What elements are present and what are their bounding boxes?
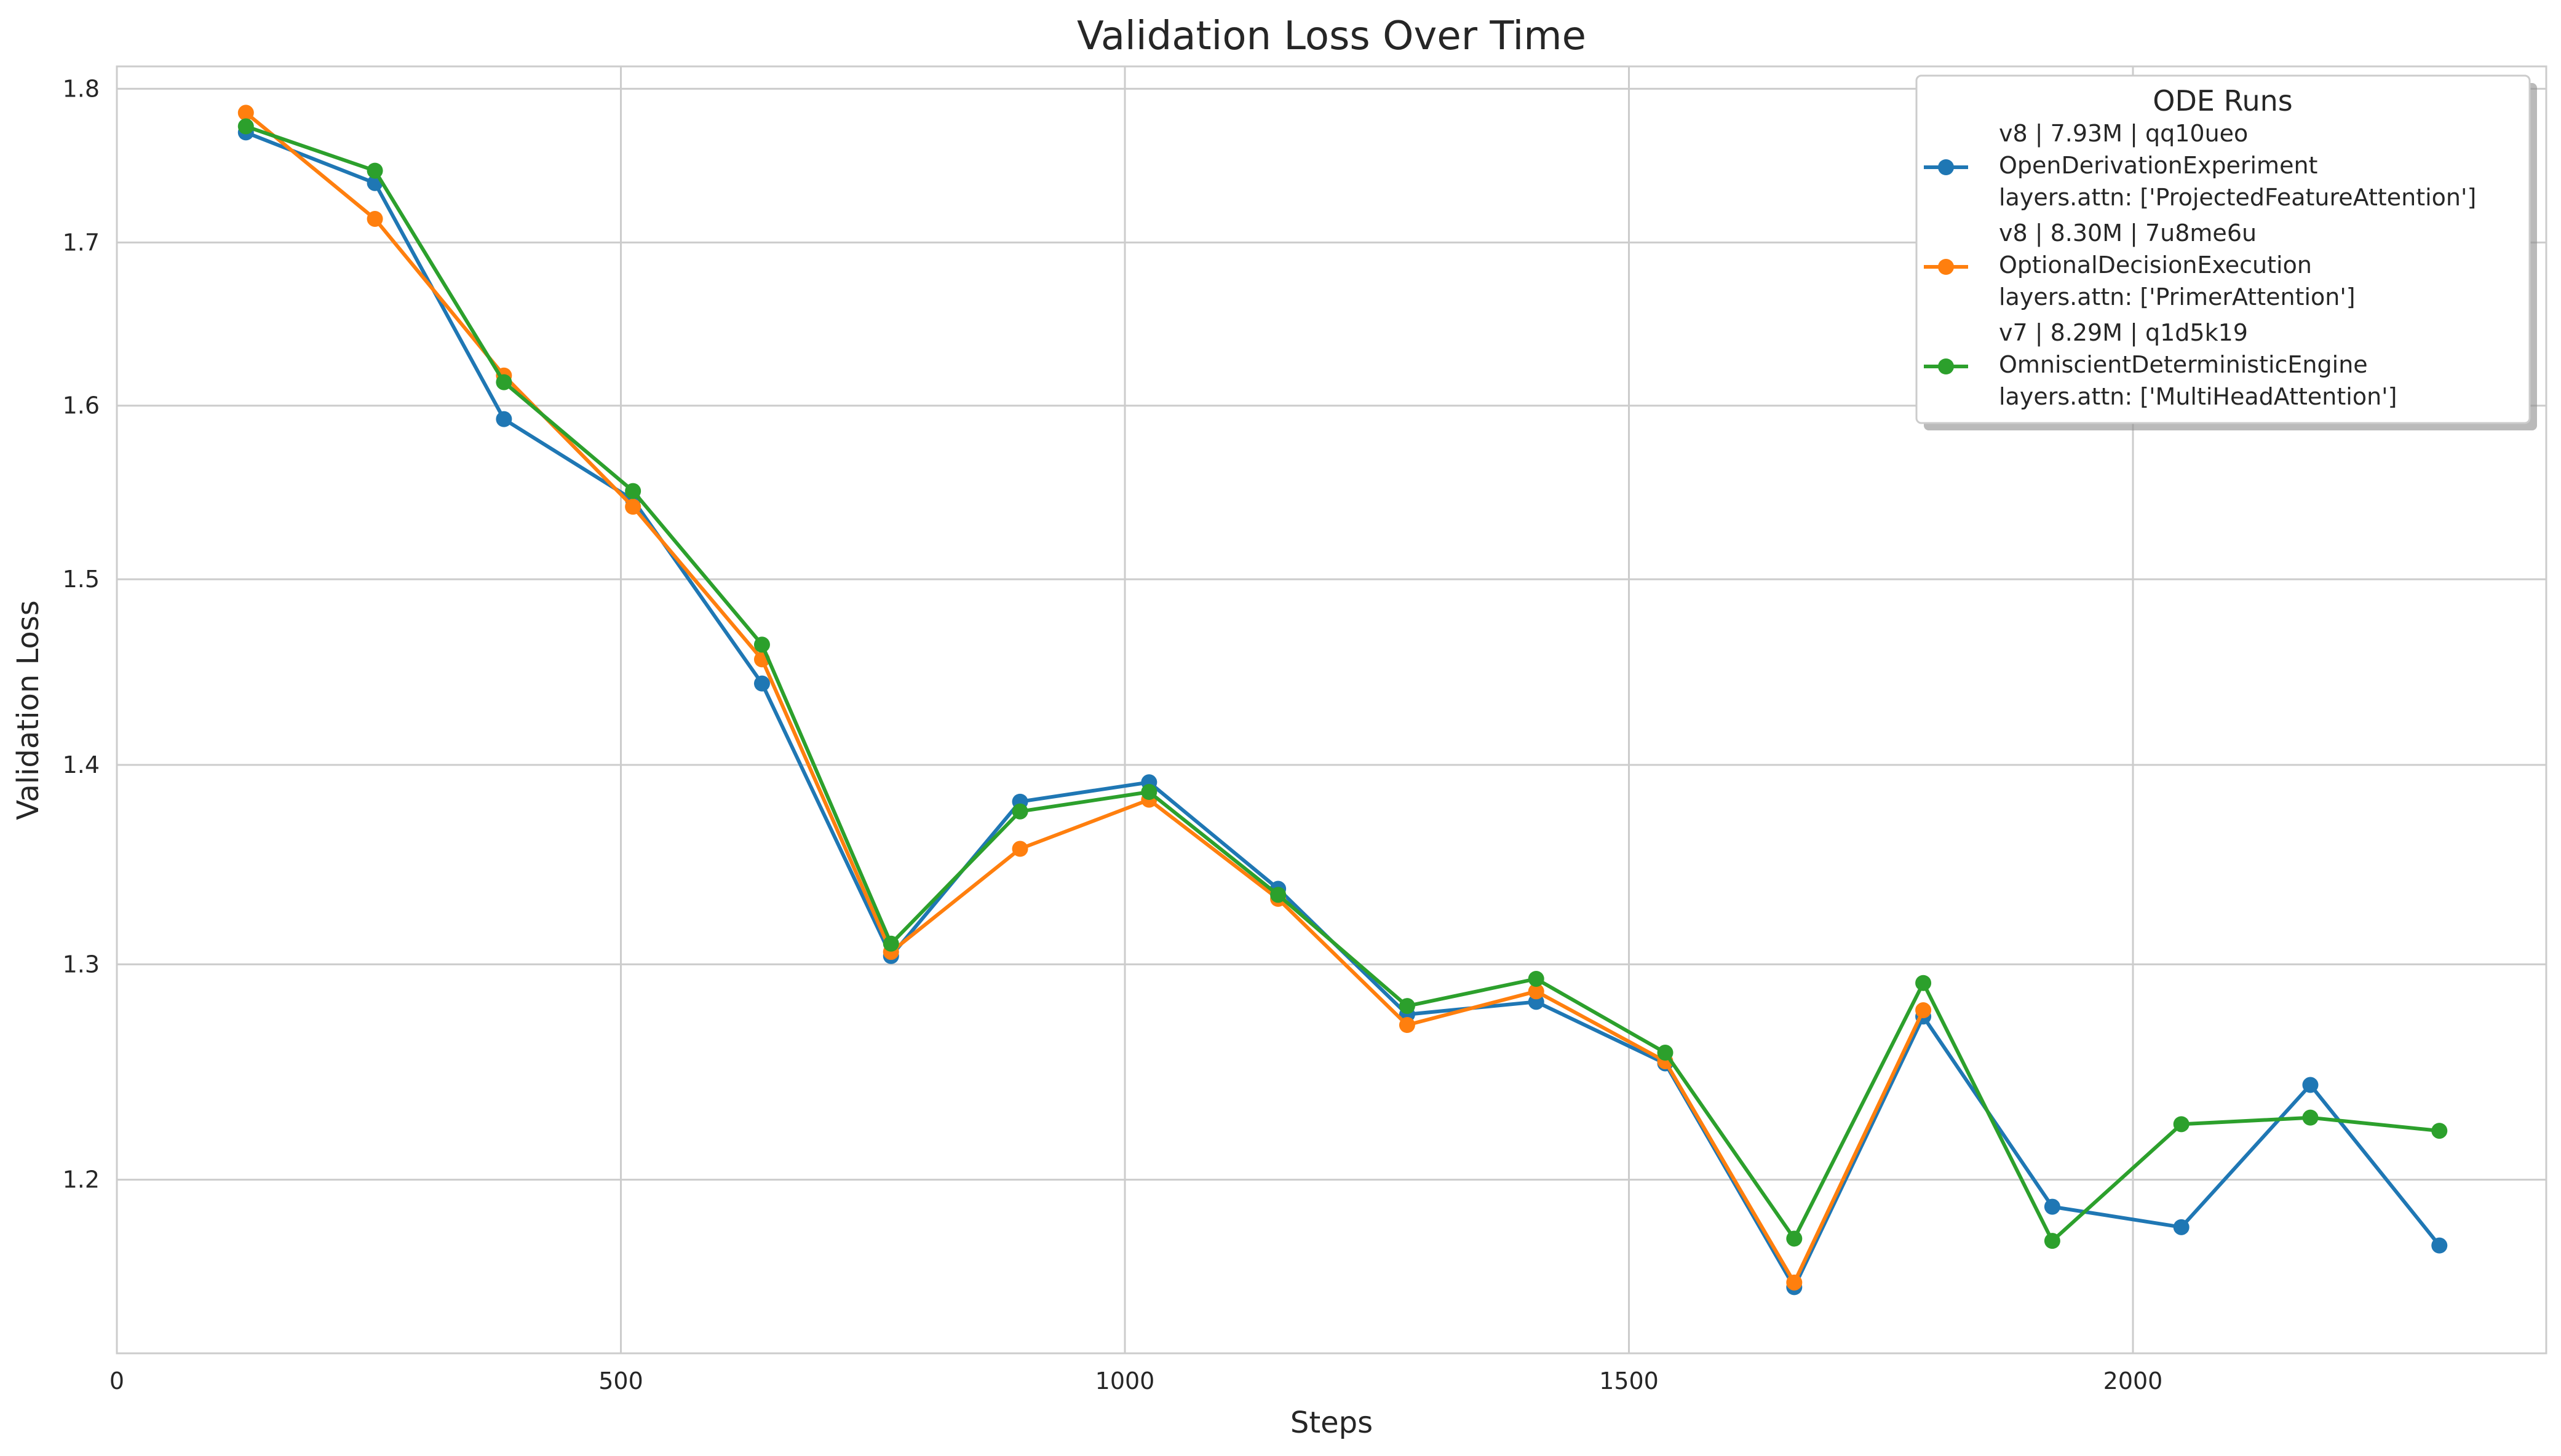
x-tick-label: 2000	[2103, 1367, 2163, 1395]
data-point	[2431, 1123, 2448, 1139]
data-point	[496, 374, 512, 390]
legend-label-line: v8 | 7.93M | qq10ueo	[1999, 120, 2248, 148]
data-point	[1399, 1017, 1415, 1034]
data-point	[1786, 1230, 1803, 1247]
legend-label-line: OptionalDecisionExecution	[1999, 251, 2312, 279]
legend: ODE Runs v8 | 7.93M | qq10ueo OpenDerivat…	[1915, 74, 2537, 430]
x-axis-label: Steps	[1290, 1406, 1373, 1440]
legend-label-line: layers.attn: ['PrimerAttention']	[1999, 283, 2356, 311]
data-point	[1141, 784, 1157, 801]
y-tick-label: 1.5	[63, 566, 100, 593]
legend-title: ODE Runs	[2153, 84, 2292, 117]
legend-swatch-marker	[1938, 259, 1954, 275]
legend-label-line: v7 | 8.29M | q1d5k19	[1999, 319, 2248, 347]
data-point	[1012, 803, 1028, 820]
plot-frame	[116, 65, 2547, 1355]
data-point	[496, 411, 512, 427]
legend-entry-3: v7 | 8.29M | q1d5k19 OmniscientDeterminis…	[1924, 319, 2397, 410]
y-tick-label: 1.3	[63, 951, 100, 978]
legend-label-line: layers.attn: ['ProjectedFeatureAttention…	[1999, 184, 2476, 211]
series-layer	[237, 105, 2448, 1296]
data-point	[367, 210, 383, 227]
legend-label-line: OpenDerivationExperiment	[1999, 152, 2317, 179]
legend-label-line: v8 | 8.30M | 7u8me6u	[1999, 220, 2257, 247]
legend-label-line: layers.attn: ['MultiHeadAttention']	[1999, 383, 2397, 410]
data-point	[753, 675, 770, 692]
data-point	[625, 499, 641, 515]
data-point	[2173, 1116, 2190, 1133]
series-3	[237, 118, 2448, 1249]
y-tick-label: 1.8	[63, 75, 100, 102]
tick-labels: 0 500 1000 1500 2000 1.2 1.3 1.4 1.5 1.6 1.7 1.8	[63, 75, 2163, 1395]
data-point	[1528, 970, 1544, 987]
data-point	[1915, 1002, 1932, 1019]
x-tick-label: 1500	[1599, 1367, 1659, 1395]
data-point	[2302, 1077, 2319, 1093]
series-line	[245, 124, 2440, 1243]
data-point	[237, 105, 254, 121]
legend-swatch-marker	[1938, 159, 1954, 175]
y-tick-label: 1.6	[63, 392, 100, 419]
data-point	[237, 118, 254, 135]
legend-box	[1915, 74, 2531, 424]
data-point	[2044, 1198, 2060, 1215]
legend-entry-2: v8 | 8.30M | 7u8me6u OptionalDecisionExec…	[1924, 220, 2356, 311]
data-point	[883, 935, 899, 952]
legend-entries: v8 | 7.93M | qq10ueo OpenDerivationExperi…	[1924, 120, 2476, 410]
series-line	[244, 111, 1925, 1284]
y-tick-label: 1.4	[63, 751, 100, 778]
x-tick-label: 0	[109, 1367, 124, 1395]
data-point	[2173, 1219, 2190, 1235]
data-point	[1399, 998, 1415, 1015]
data-point	[1528, 983, 1544, 1000]
y-axis-label: Validation Loss	[11, 600, 46, 820]
data-point	[2431, 1237, 2448, 1254]
x-tick-label: 1000	[1095, 1367, 1155, 1395]
x-tick-label: 500	[598, 1367, 643, 1395]
data-point	[1270, 887, 1287, 903]
legend-entry-1: v8 | 7.93M | qq10ueo OpenDerivationExperi…	[1924, 120, 2476, 211]
data-point	[367, 162, 383, 179]
y-tick-label: 1.2	[63, 1166, 100, 1193]
data-point	[1915, 975, 1932, 991]
data-point	[625, 483, 641, 499]
y-tick-label: 1.7	[63, 229, 100, 256]
chart-title: Validation Loss Over Time	[1077, 14, 1586, 59]
data-point	[2044, 1233, 2060, 1249]
data-point	[753, 636, 770, 653]
legend-label-line: OmniscientDeterministicEngine	[1999, 351, 2368, 378]
data-point	[1786, 1274, 1803, 1291]
legend-swatch-marker	[1938, 358, 1954, 374]
data-point	[1657, 1045, 1674, 1061]
data-point	[1012, 841, 1028, 857]
data-point	[2302, 1109, 2319, 1126]
